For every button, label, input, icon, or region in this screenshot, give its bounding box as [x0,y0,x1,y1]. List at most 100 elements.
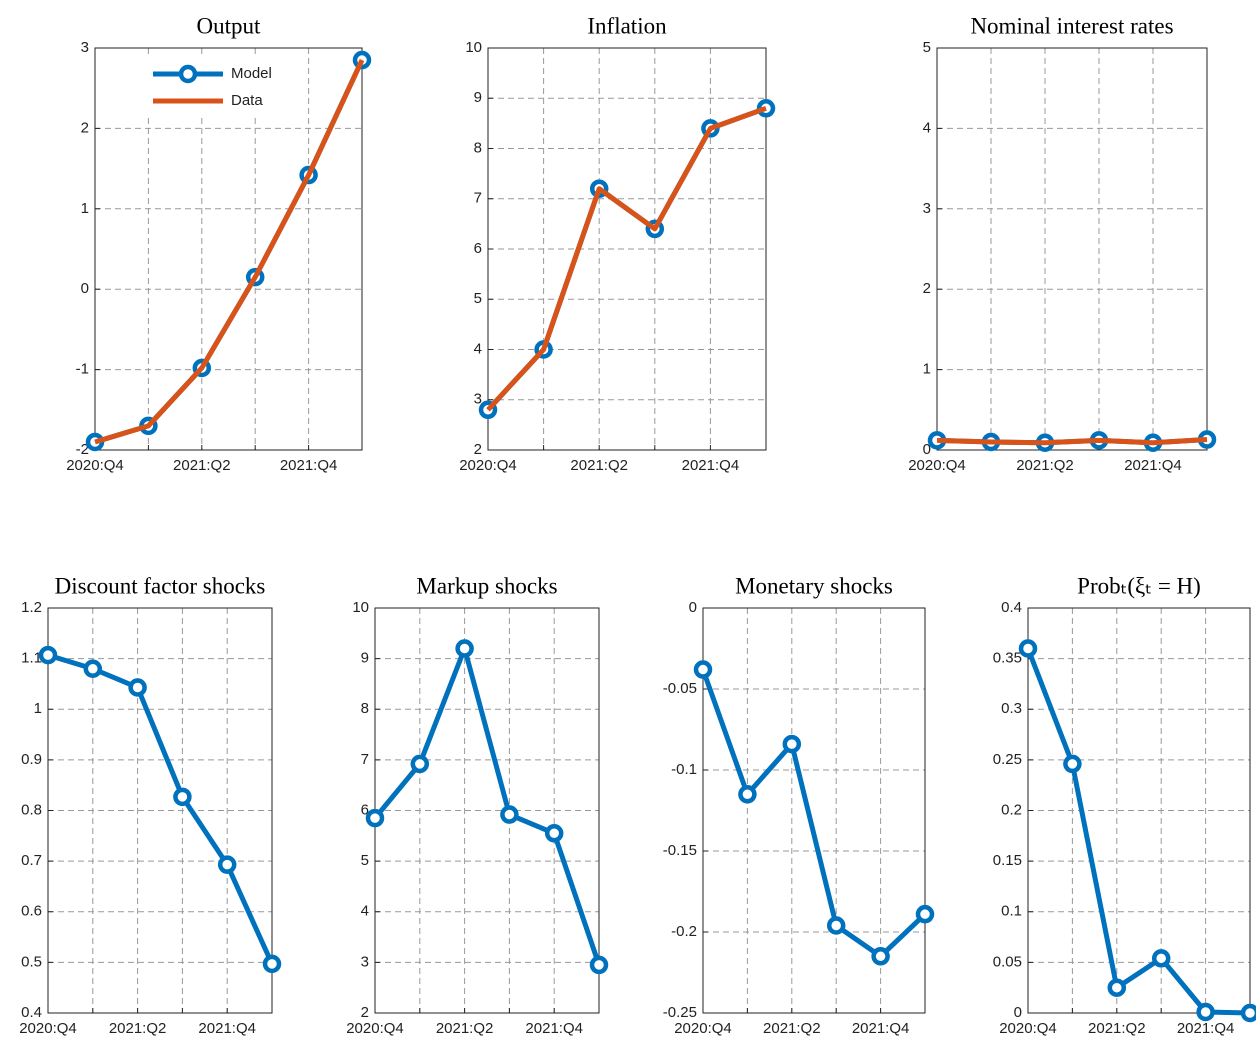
y-tick-label: 0.4 [1001,599,1022,616]
chart: 2020:Q4 2021:Q2 2021:Q4 2 3 4 5 6 7 8 9 10 Markup sh… [346,573,609,1037]
point-marker [500,805,519,824]
point-marker [782,734,802,754]
y-tick-label: 0 [689,599,697,616]
y-tick-label: 3 [361,953,369,970]
x-tick-label: 2021:Q2 [570,457,628,474]
y-tick-label: 6 [474,240,482,257]
y-tick-label: 1 [34,700,42,717]
y-tick-label: 7 [474,190,482,207]
point-marker [455,639,474,658]
x-tick-label: 2021:Q4 [280,457,338,474]
y-tick-label: 6 [361,801,369,818]
x-tick-label: 2020:Q4 [999,1020,1057,1037]
y-tick-label: -0.15 [663,842,697,859]
y-tick-label: 0.15 [993,852,1022,869]
y-tick-label: 0.8 [21,801,42,818]
chart-title: Probₜ(ξₜ = H) [1077,573,1201,598]
y-tick-label: 1 [81,200,89,217]
y-tick-label: 2 [474,441,482,458]
x-tick-label: 2021:Q2 [1016,457,1074,474]
x-tick-label: 2021:Q2 [109,1020,167,1037]
x-tick-label: 2021:Q2 [763,1020,821,1037]
y-tick-label: 5 [923,39,931,56]
chart: 2020:Q4 2021:Q2 2021:Q4 -2 -1 0 1 2 3 Output Model… [66,13,372,474]
point-marker [544,824,564,843]
x-tick-label: 2020:Q4 [19,1020,77,1037]
point-marker [915,904,935,924]
y-tick-label: 0.35 [993,650,1022,667]
plot-area [937,48,1207,450]
y-tick-label: 4 [474,340,482,357]
x-tick-label: 2021:Q2 [436,1020,494,1037]
y-tick-label: 3 [474,391,482,408]
x-tick-label: 2021:Q4 [198,1020,256,1037]
chart: 2020:Q4 2021:Q2 2021:Q4 -0.25 -0.2 -0.15 -0.1 -… [663,573,935,1037]
y-tick-label: 5 [361,852,369,869]
point-marker [1107,978,1127,997]
legend-marker [178,64,198,84]
y-tick-label: 3 [923,200,931,217]
point-marker [1196,1002,1215,1022]
point-marker [365,808,385,828]
y-tick-label: -0.1 [671,761,697,778]
chart-title: Output [197,13,262,38]
series-line [94,59,365,445]
point-marker [1063,754,1082,774]
point-marker [173,787,192,807]
legend-box [143,58,293,116]
series-line [700,668,927,959]
chart: 2020:Q4 2021:Q2 2021:Q4 0 0.05 0.1 0.15 0.2 0.25… [993,573,1256,1037]
series-line [486,105,767,412]
y-tick-label: 10 [465,39,482,56]
axes-box [94,47,363,451]
point-marker [38,645,58,665]
point-marker [262,954,282,974]
series-line [936,437,1208,446]
y-tick-label: 8 [361,700,369,717]
y-tick-label: 0.3 [1001,700,1022,717]
point-marker [738,785,757,804]
x-tick-label: 2021:Q2 [1088,1020,1146,1037]
y-tick-label: -0.2 [671,923,697,940]
y-tick-label: 7 [361,751,369,768]
y-tick-label: 1.2 [21,599,42,616]
x-tick-label: 2020:Q4 [66,457,124,474]
x-tick-label: 2020:Q4 [674,1020,732,1037]
point-marker [589,955,609,975]
y-tick-label: 5 [474,290,482,307]
axes-box [487,47,767,451]
y-tick-label: -0.05 [663,680,697,697]
y-tick-label: 2 [361,1004,369,1021]
x-tick-label: 2021:Q2 [173,457,231,474]
point-marker [871,947,890,966]
point-marker [83,659,103,678]
x-tick-label: 2020:Q4 [459,457,517,474]
chart-title: Markup shocks [416,573,557,598]
y-tick-label: 4 [361,903,369,920]
axes-box [702,607,926,1014]
chart-title: Discount factor shocks [55,573,266,598]
y-tick-label: 0 [923,441,931,458]
y-tick-label: 8 [474,139,482,156]
series-line [373,646,602,966]
x-tick-label: 2021:Q4 [682,457,740,474]
x-tick-label: 2021:Q4 [525,1020,583,1037]
y-tick-label: 4 [923,119,931,136]
axes-box [47,607,273,1014]
chart: 2020:Q4 2021:Q2 2021:Q4 0 1 2 3 4 5 Nominal inter… [908,13,1217,474]
point-marker [128,678,147,697]
legend: Model Data [143,58,293,116]
point-marker [217,855,237,874]
point-marker [693,660,713,679]
y-tick-label: 0.7 [21,852,42,869]
chart-title: Inflation [587,13,667,38]
y-tick-label: 0.05 [993,953,1022,970]
y-tick-label: 0.9 [21,751,42,768]
y-tick-label: 0.2 [1001,801,1022,818]
point-marker [1151,949,1171,968]
y-tick-label: 0.4 [21,1004,42,1021]
point-marker [1018,639,1038,658]
chart-title: Monetary shocks [735,573,893,598]
y-tick-label: 1 [923,361,931,378]
